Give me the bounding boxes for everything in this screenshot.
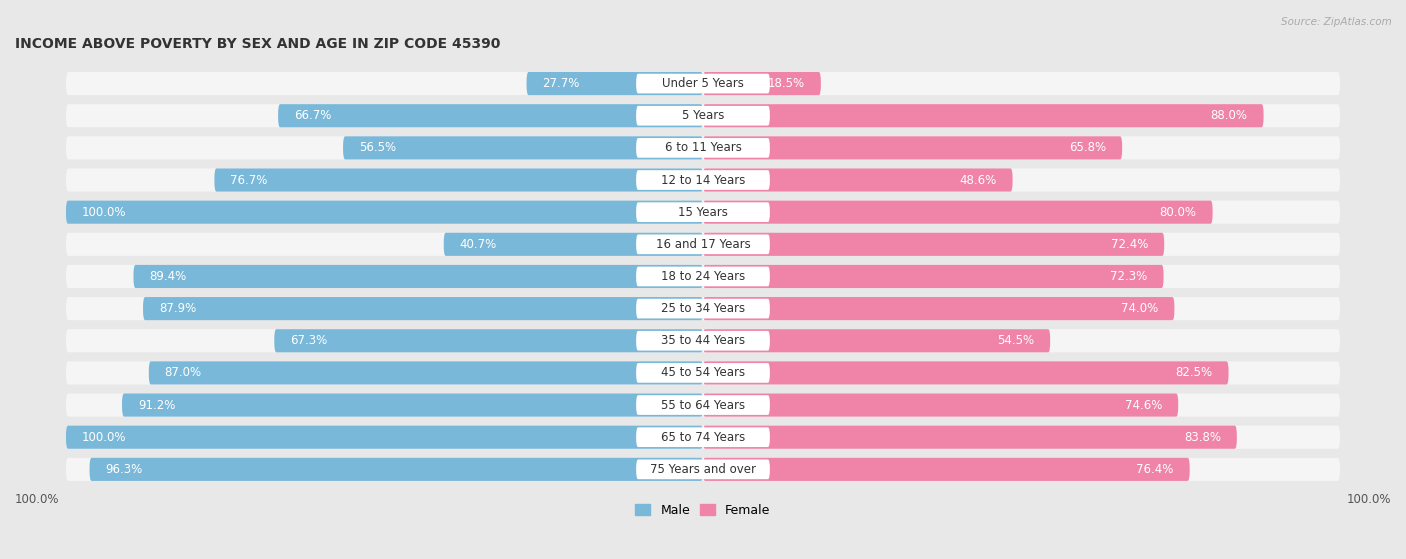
FancyBboxPatch shape [90, 458, 703, 481]
FancyBboxPatch shape [703, 136, 1122, 159]
Text: 72.3%: 72.3% [1111, 270, 1147, 283]
FancyBboxPatch shape [149, 361, 703, 385]
FancyBboxPatch shape [66, 201, 703, 224]
Text: 55 to 64 Years: 55 to 64 Years [661, 399, 745, 411]
FancyBboxPatch shape [66, 297, 1340, 320]
Text: 65.8%: 65.8% [1069, 141, 1107, 154]
FancyBboxPatch shape [66, 361, 1340, 385]
Text: 96.3%: 96.3% [105, 463, 143, 476]
FancyBboxPatch shape [703, 361, 1229, 385]
FancyBboxPatch shape [703, 72, 821, 95]
FancyBboxPatch shape [66, 425, 703, 449]
FancyBboxPatch shape [636, 138, 770, 158]
FancyBboxPatch shape [703, 297, 1174, 320]
FancyBboxPatch shape [66, 329, 1340, 352]
FancyBboxPatch shape [703, 168, 1012, 192]
FancyBboxPatch shape [636, 459, 770, 479]
Text: 15 Years: 15 Years [678, 206, 728, 219]
FancyBboxPatch shape [274, 329, 703, 352]
Text: Source: ZipAtlas.com: Source: ZipAtlas.com [1281, 17, 1392, 27]
FancyBboxPatch shape [636, 170, 770, 190]
Text: 45 to 54 Years: 45 to 54 Years [661, 366, 745, 380]
FancyBboxPatch shape [636, 299, 770, 319]
FancyBboxPatch shape [66, 233, 1340, 256]
FancyBboxPatch shape [214, 168, 703, 192]
Text: 100.0%: 100.0% [15, 494, 59, 506]
FancyBboxPatch shape [703, 329, 1050, 352]
FancyBboxPatch shape [66, 394, 1340, 416]
Text: 67.3%: 67.3% [290, 334, 328, 347]
FancyBboxPatch shape [66, 458, 1340, 481]
Text: 25 to 34 Years: 25 to 34 Years [661, 302, 745, 315]
Text: 88.0%: 88.0% [1211, 109, 1247, 122]
Text: 91.2%: 91.2% [138, 399, 176, 411]
FancyBboxPatch shape [278, 104, 703, 127]
FancyBboxPatch shape [636, 363, 770, 383]
FancyBboxPatch shape [66, 168, 1340, 192]
Legend: Male, Female: Male, Female [630, 499, 776, 522]
Text: 100.0%: 100.0% [82, 206, 127, 219]
FancyBboxPatch shape [636, 428, 770, 447]
Text: 18 to 24 Years: 18 to 24 Years [661, 270, 745, 283]
FancyBboxPatch shape [66, 72, 1340, 95]
Text: 56.5%: 56.5% [359, 141, 396, 154]
Text: 40.7%: 40.7% [460, 238, 496, 251]
FancyBboxPatch shape [66, 425, 1340, 449]
FancyBboxPatch shape [703, 265, 1164, 288]
Text: 87.9%: 87.9% [159, 302, 197, 315]
Text: 75 Years and over: 75 Years and over [650, 463, 756, 476]
FancyBboxPatch shape [703, 425, 1237, 449]
FancyBboxPatch shape [703, 201, 1212, 224]
Text: 66.7%: 66.7% [294, 109, 332, 122]
Text: 80.0%: 80.0% [1160, 206, 1197, 219]
FancyBboxPatch shape [703, 458, 1189, 481]
FancyBboxPatch shape [343, 136, 703, 159]
FancyBboxPatch shape [143, 297, 703, 320]
FancyBboxPatch shape [636, 395, 770, 415]
Text: 82.5%: 82.5% [1175, 366, 1212, 380]
Text: 12 to 14 Years: 12 to 14 Years [661, 173, 745, 187]
Text: 76.7%: 76.7% [231, 173, 267, 187]
FancyBboxPatch shape [636, 331, 770, 350]
FancyBboxPatch shape [636, 234, 770, 254]
FancyBboxPatch shape [526, 72, 703, 95]
FancyBboxPatch shape [636, 74, 770, 93]
FancyBboxPatch shape [134, 265, 703, 288]
Text: 16 and 17 Years: 16 and 17 Years [655, 238, 751, 251]
Text: 48.6%: 48.6% [959, 173, 997, 187]
FancyBboxPatch shape [66, 104, 1340, 127]
Text: 27.7%: 27.7% [543, 77, 579, 90]
FancyBboxPatch shape [66, 136, 1340, 159]
FancyBboxPatch shape [66, 265, 1340, 288]
Text: 35 to 44 Years: 35 to 44 Years [661, 334, 745, 347]
FancyBboxPatch shape [703, 233, 1164, 256]
Text: 72.4%: 72.4% [1111, 238, 1149, 251]
Text: 76.4%: 76.4% [1136, 463, 1174, 476]
Text: 87.0%: 87.0% [165, 366, 202, 380]
Text: 6 to 11 Years: 6 to 11 Years [665, 141, 741, 154]
Text: 100.0%: 100.0% [1347, 494, 1391, 506]
FancyBboxPatch shape [636, 106, 770, 126]
Text: 18.5%: 18.5% [768, 77, 804, 90]
FancyBboxPatch shape [444, 233, 703, 256]
Text: 74.0%: 74.0% [1121, 302, 1159, 315]
Text: INCOME ABOVE POVERTY BY SEX AND AGE IN ZIP CODE 45390: INCOME ABOVE POVERTY BY SEX AND AGE IN Z… [15, 37, 501, 51]
FancyBboxPatch shape [636, 202, 770, 222]
Text: 100.0%: 100.0% [82, 430, 127, 444]
Text: 83.8%: 83.8% [1184, 430, 1220, 444]
Text: Under 5 Years: Under 5 Years [662, 77, 744, 90]
FancyBboxPatch shape [703, 394, 1178, 416]
FancyBboxPatch shape [66, 201, 1340, 224]
FancyBboxPatch shape [636, 267, 770, 286]
Text: 54.5%: 54.5% [997, 334, 1035, 347]
Text: 89.4%: 89.4% [149, 270, 187, 283]
Text: 74.6%: 74.6% [1125, 399, 1163, 411]
Text: 5 Years: 5 Years [682, 109, 724, 122]
FancyBboxPatch shape [122, 394, 703, 416]
FancyBboxPatch shape [703, 104, 1264, 127]
Text: 65 to 74 Years: 65 to 74 Years [661, 430, 745, 444]
